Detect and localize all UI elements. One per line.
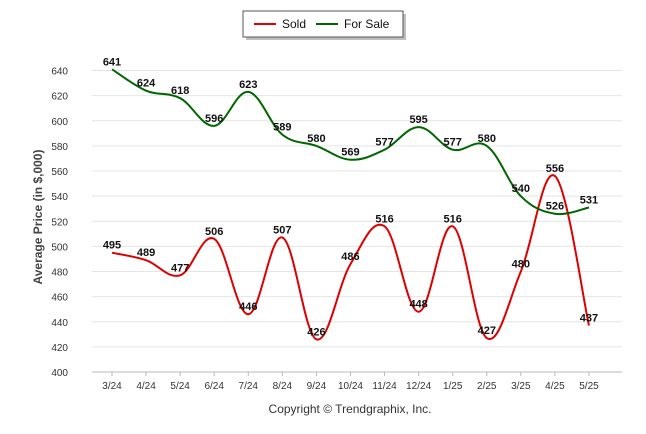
data-label: 507 bbox=[273, 225, 291, 237]
legend-label: Sold bbox=[282, 17, 306, 31]
data-label: 540 bbox=[512, 183, 530, 195]
x-tick-label: 7/24 bbox=[239, 381, 259, 392]
y-tick-label: 540 bbox=[51, 192, 68, 203]
x-tick-label: 2/25 bbox=[477, 381, 497, 392]
data-label: 569 bbox=[341, 147, 359, 159]
x-tick-label: 3/25 bbox=[511, 381, 531, 392]
x-tick-label: 12/24 bbox=[406, 381, 431, 392]
x-tick-label: 6/24 bbox=[204, 381, 224, 392]
data-labels: 495 489 477 506 446 507 426 486 516 448 516 427 480 5… bbox=[103, 56, 598, 338]
x-tick-label: 4/25 bbox=[545, 381, 565, 392]
grid-lines bbox=[92, 70, 622, 373]
x-tick-label: 1/25 bbox=[443, 381, 463, 392]
data-label: 580 bbox=[307, 133, 325, 145]
data-label: 427 bbox=[478, 325, 496, 337]
y-tick-label: 480 bbox=[51, 268, 68, 279]
y-tick-label: 560 bbox=[51, 167, 68, 178]
legend-label: For Sale bbox=[344, 17, 390, 31]
data-label: 577 bbox=[444, 137, 462, 149]
legend: Sold For Sale bbox=[242, 10, 406, 40]
data-label: 516 bbox=[375, 213, 393, 225]
data-label: 618 bbox=[171, 85, 189, 97]
x-tick-label: 5/24 bbox=[170, 381, 190, 392]
data-label: 580 bbox=[478, 133, 496, 145]
x-tick-label: 4/24 bbox=[136, 381, 156, 392]
data-label: 526 bbox=[546, 201, 564, 213]
y-tick-label: 620 bbox=[51, 92, 68, 103]
y-tick-label: 460 bbox=[51, 293, 68, 304]
y-axis-ticks: 400 420 440 460 480 500 520 540 560 580 600 620 640 bbox=[51, 67, 68, 379]
y-tick-label: 500 bbox=[51, 242, 68, 253]
y-tick-label: 440 bbox=[51, 318, 68, 329]
y-tick-label: 420 bbox=[51, 343, 68, 354]
x-axis-ticks: 3/24 4/24 5/24 6/24 7/24 8/24 9/24 10/24 11/24 12… bbox=[102, 372, 599, 392]
y-tick-label: 520 bbox=[51, 217, 68, 228]
y-axis-label: Average Price (in $,000) bbox=[31, 150, 45, 285]
x-tick-label: 5/25 bbox=[579, 381, 599, 392]
x-tick-label: 11/24 bbox=[372, 381, 397, 392]
y-tick-label: 600 bbox=[51, 117, 68, 128]
data-label: 556 bbox=[546, 163, 564, 175]
data-label: 446 bbox=[239, 301, 257, 313]
copyright-text: Copyright © Trendgraphix, Inc. bbox=[269, 402, 432, 416]
series-line-sold bbox=[111, 174, 590, 341]
y-tick-label: 400 bbox=[51, 368, 68, 379]
data-label: 577 bbox=[375, 137, 393, 149]
series-line-for-sale bbox=[111, 68, 590, 216]
data-label: 426 bbox=[307, 326, 325, 338]
y-tick-label: 580 bbox=[51, 142, 68, 153]
data-label: 489 bbox=[137, 247, 155, 259]
data-label: 486 bbox=[341, 251, 359, 263]
data-label: 477 bbox=[171, 262, 189, 274]
data-label: 589 bbox=[273, 122, 291, 134]
data-label: 506 bbox=[205, 226, 223, 238]
x-tick-label: 9/24 bbox=[307, 381, 327, 392]
data-label: 495 bbox=[103, 240, 121, 252]
x-tick-label: 3/24 bbox=[102, 381, 122, 392]
data-label: 448 bbox=[409, 299, 427, 311]
data-label: 623 bbox=[239, 79, 257, 91]
data-label: 624 bbox=[137, 78, 156, 90]
y-tick-label: 640 bbox=[51, 67, 68, 78]
data-label: 531 bbox=[580, 194, 598, 206]
x-tick-label: 8/24 bbox=[273, 381, 293, 392]
data-label: 437 bbox=[580, 313, 598, 325]
data-label: 641 bbox=[103, 56, 121, 68]
data-label: 480 bbox=[512, 259, 530, 271]
series-lines bbox=[111, 68, 590, 341]
data-label: 595 bbox=[409, 114, 427, 126]
data-label: 596 bbox=[205, 113, 223, 125]
x-tick-label: 10/24 bbox=[338, 381, 363, 392]
data-label: 516 bbox=[444, 213, 462, 225]
